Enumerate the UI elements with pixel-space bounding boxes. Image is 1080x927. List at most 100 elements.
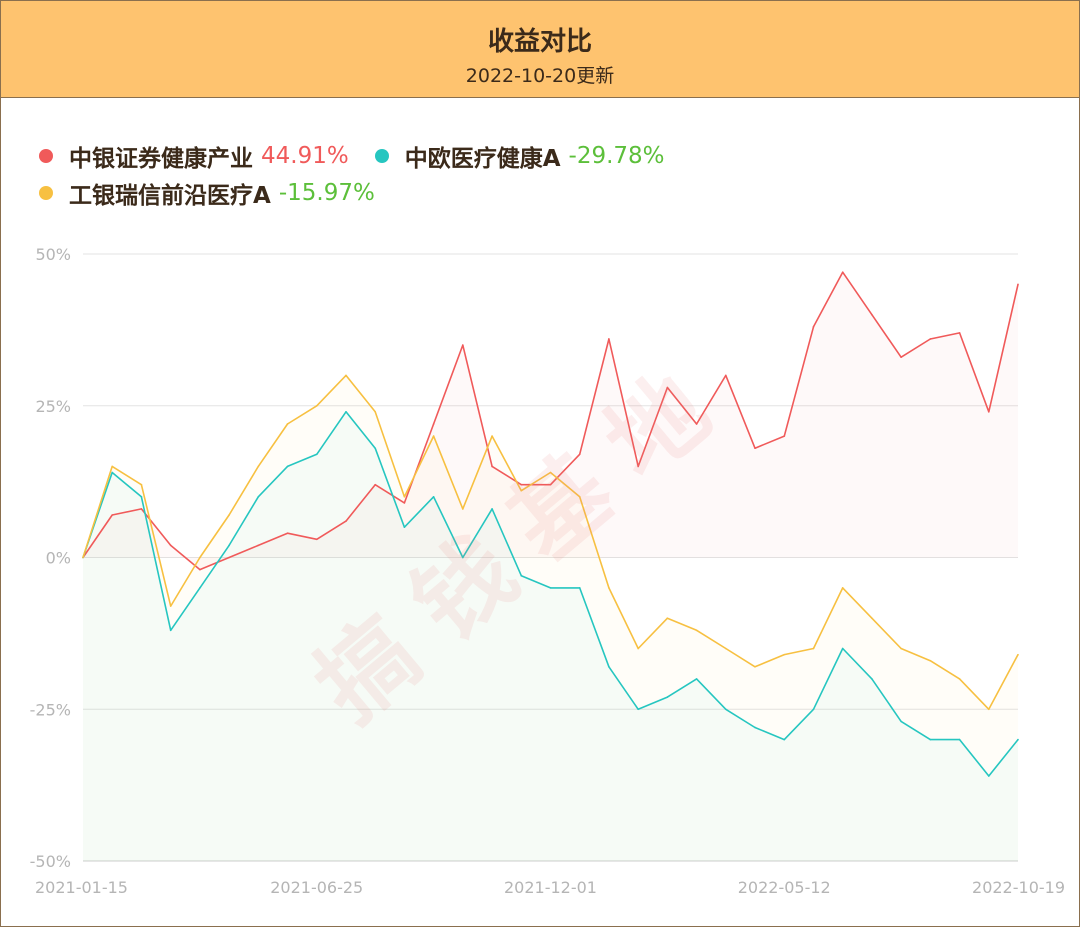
data-point: [841, 271, 844, 274]
legend-return: -29.78%: [568, 143, 665, 169]
data-point: [578, 587, 581, 589]
data-point: [315, 453, 318, 456]
data-point: [345, 411, 347, 413]
data-point: [520, 483, 523, 486]
legend-dot-icon: [39, 186, 53, 200]
data-point: [432, 496, 435, 498]
data-point: [1017, 738, 1019, 741]
data-point: [871, 678, 873, 680]
y-tick-label: 0%: [46, 549, 71, 568]
series-area: [83, 411, 1018, 861]
data-point: [754, 665, 756, 668]
legend-return: 44.91%: [261, 143, 349, 169]
data-point: [169, 544, 172, 547]
data-point: [754, 447, 756, 450]
y-tick-label: 25%: [35, 397, 71, 416]
data-point: [783, 738, 786, 741]
data-point: [987, 708, 990, 711]
data-point: [725, 708, 727, 711]
data-point: [491, 435, 493, 437]
legend-row-1: 中银证券健康产业 44.91% 中欧医疗健康A -29.78%: [39, 139, 691, 173]
data-point: [695, 629, 698, 632]
series-area: [83, 272, 1018, 570]
data-point: [608, 665, 610, 668]
y-tick-label: -50%: [30, 852, 71, 871]
data-point: [199, 556, 201, 559]
data-point: [578, 496, 581, 498]
data-point: [345, 520, 347, 522]
data-point: [812, 708, 815, 711]
data-point: [1017, 653, 1019, 656]
data-point: [754, 726, 756, 729]
data-point: [82, 556, 84, 559]
legend-item-zhongyin[interactable]: 中银证券健康产业 44.91%: [39, 139, 349, 173]
data-point: [345, 374, 347, 377]
data-point: [900, 720, 902, 723]
data-point: [403, 502, 406, 504]
data-point: [491, 465, 493, 468]
chart-title: 收益对比: [487, 27, 592, 57]
data-point: [900, 356, 902, 358]
data-point: [608, 338, 610, 340]
data-point: [841, 587, 844, 589]
data-point: [958, 332, 961, 334]
data-point: [987, 775, 990, 777]
data-point: [549, 483, 552, 486]
x-tick-label: 2022-05-12: [738, 878, 831, 897]
data-point: [987, 411, 990, 413]
legend-dot-icon: [39, 149, 53, 163]
data-point: [812, 647, 815, 650]
data-point: [871, 313, 873, 316]
data-point: [725, 647, 727, 650]
data-point: [1017, 283, 1019, 286]
data-point: [929, 338, 932, 340]
data-point: [140, 483, 143, 486]
data-point: [578, 453, 581, 456]
data-point: [520, 489, 523, 492]
data-point: [549, 587, 552, 589]
data-point: [812, 326, 815, 328]
data-point: [958, 738, 961, 741]
data-point: [140, 508, 143, 510]
data-point: [695, 678, 698, 680]
data-point: [929, 659, 932, 662]
data-point: [462, 508, 464, 510]
data-point: [462, 344, 464, 346]
data-point: [315, 404, 318, 407]
data-point: [315, 538, 318, 541]
data-point: [783, 435, 786, 437]
data-point: [666, 617, 669, 619]
legend-item-gongyin[interactable]: 工银瑞信前沿医疗A -15.97%: [39, 176, 375, 210]
data-point: [111, 471, 114, 474]
data-point: [695, 423, 698, 425]
data-point: [199, 587, 201, 589]
legend-row-2: 工银瑞信前沿医疗A -15.97%: [39, 176, 401, 210]
data-point: [841, 647, 844, 650]
data-point: [111, 514, 114, 516]
data-point: [666, 696, 669, 698]
y-tick-label: 50%: [35, 245, 71, 264]
legend-label: 中银证券健康产业: [69, 146, 253, 172]
y-tick-label: -25%: [30, 700, 71, 719]
data-point: [900, 647, 902, 650]
data-point: [169, 605, 172, 607]
data-point: [637, 708, 639, 711]
chart-header: 收益对比 2022-10-20更新: [1, 1, 1079, 98]
data-point: [228, 556, 230, 559]
data-point: [257, 496, 260, 498]
data-point: [637, 465, 639, 468]
data-point: [228, 514, 230, 516]
data-point: [257, 544, 260, 547]
data-point: [257, 465, 260, 468]
data-point: [958, 678, 961, 680]
data-point: [403, 496, 406, 498]
legend-dot-icon: [374, 149, 389, 163]
data-point: [140, 496, 143, 498]
x-tick-label: 2021-12-01: [504, 878, 597, 897]
data-point: [666, 386, 669, 389]
x-tick-label: 2021-06-25: [270, 878, 363, 897]
data-point: [725, 374, 727, 377]
legend-item-zhongou[interactable]: 中欧医疗健康A -29.78%: [374, 139, 665, 173]
data-point: [462, 556, 464, 559]
